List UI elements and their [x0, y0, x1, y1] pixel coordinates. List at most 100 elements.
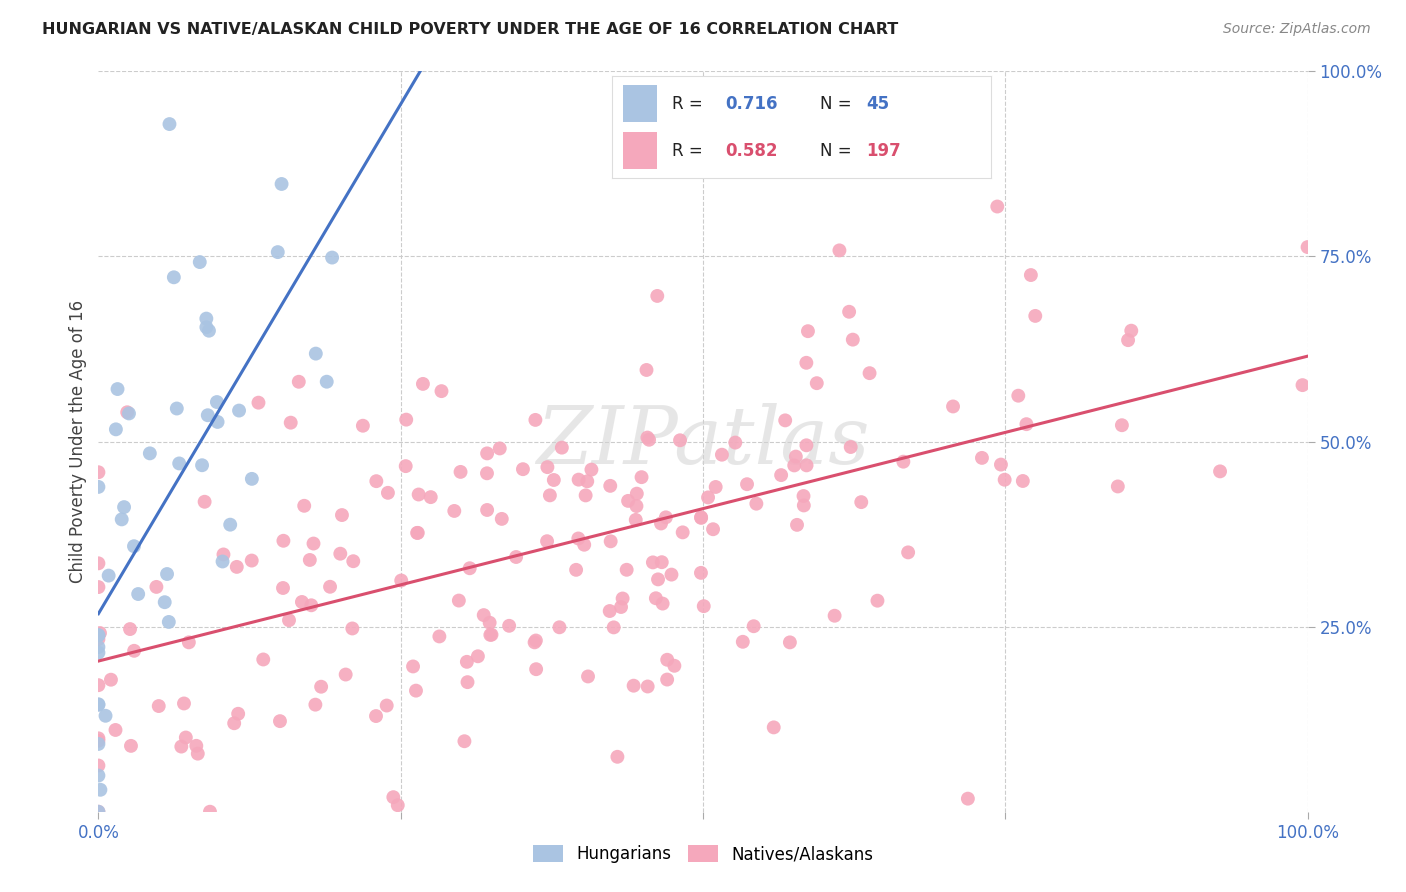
- Point: [186, 739, 208, 753]
- Point: [704, 480, 727, 494]
- Point: [762, 720, 785, 734]
- Point: [893, 455, 915, 469]
- Point: [112, 500, 135, 515]
- Point: [574, 538, 596, 552]
- Point: [655, 510, 678, 524]
- Point: [581, 462, 603, 476]
- Point: [247, 395, 270, 409]
- Point: [606, 749, 628, 764]
- Point: [211, 554, 233, 568]
- Point: [159, 117, 181, 131]
- Point: [406, 525, 429, 540]
- Point: [198, 324, 221, 338]
- Point: [806, 376, 828, 391]
- Point: [623, 679, 645, 693]
- Point: [212, 548, 235, 562]
- Point: [567, 532, 589, 546]
- Point: [467, 649, 489, 664]
- Point: [104, 422, 127, 436]
- Point: [329, 547, 352, 561]
- Point: [240, 553, 263, 567]
- Point: [1291, 378, 1313, 392]
- Point: [291, 595, 314, 609]
- Point: [498, 619, 520, 633]
- Point: [163, 270, 186, 285]
- Point: [330, 508, 353, 522]
- Point: [599, 604, 621, 618]
- Point: [637, 680, 659, 694]
- Point: [299, 599, 322, 613]
- Point: [87, 805, 110, 819]
- Point: [87, 758, 110, 772]
- Point: [387, 798, 409, 813]
- Point: [157, 615, 180, 629]
- Point: [305, 346, 328, 360]
- Point: [87, 632, 110, 647]
- Point: [610, 600, 633, 615]
- Point: [87, 628, 110, 642]
- Point: [408, 487, 430, 501]
- Point: [280, 416, 302, 430]
- Point: [288, 375, 311, 389]
- Point: [315, 375, 337, 389]
- Point: [456, 655, 478, 669]
- Point: [89, 626, 111, 640]
- Point: [270, 177, 292, 191]
- Point: [986, 200, 1008, 214]
- Point: [87, 646, 110, 660]
- Point: [87, 557, 110, 571]
- Point: [122, 539, 145, 553]
- Point: [273, 533, 295, 548]
- Point: [319, 580, 342, 594]
- Point: [195, 311, 218, 326]
- Text: ZIPatlas: ZIPatlas: [536, 403, 870, 480]
- Point: [292, 499, 315, 513]
- Point: [342, 622, 364, 636]
- Point: [710, 448, 733, 462]
- Point: [672, 525, 695, 540]
- Point: [536, 460, 558, 475]
- Point: [395, 412, 418, 426]
- Point: [624, 513, 647, 527]
- Point: [838, 305, 860, 319]
- Point: [87, 768, 110, 782]
- Point: [382, 790, 405, 805]
- Point: [87, 733, 110, 747]
- Point: [198, 805, 221, 819]
- Bar: [623, 85, 657, 122]
- Point: [87, 698, 110, 712]
- Point: [139, 446, 162, 460]
- Point: [207, 415, 229, 429]
- Point: [783, 458, 806, 473]
- Point: [576, 669, 599, 683]
- Point: [644, 591, 666, 606]
- Point: [156, 567, 179, 582]
- Point: [457, 675, 479, 690]
- Point: [548, 620, 571, 634]
- Point: [366, 474, 388, 488]
- Point: [793, 499, 815, 513]
- Point: [735, 477, 758, 491]
- Point: [478, 615, 501, 630]
- Point: [650, 516, 672, 531]
- Point: [1024, 309, 1046, 323]
- Text: Source: ZipAtlas.com: Source: ZipAtlas.com: [1223, 22, 1371, 37]
- Point: [145, 580, 167, 594]
- Point: [335, 667, 357, 681]
- Point: [616, 563, 638, 577]
- Point: [352, 418, 374, 433]
- Point: [1116, 333, 1139, 347]
- Point: [1007, 389, 1029, 403]
- Point: [224, 716, 246, 731]
- Point: [174, 731, 197, 745]
- Point: [626, 499, 648, 513]
- Point: [309, 680, 332, 694]
- Point: [599, 479, 621, 493]
- Point: [479, 628, 502, 642]
- Point: [167, 457, 190, 471]
- Point: [1296, 240, 1319, 254]
- Point: [443, 504, 465, 518]
- Point: [122, 644, 145, 658]
- Point: [170, 739, 193, 754]
- Text: R =: R =: [672, 95, 709, 112]
